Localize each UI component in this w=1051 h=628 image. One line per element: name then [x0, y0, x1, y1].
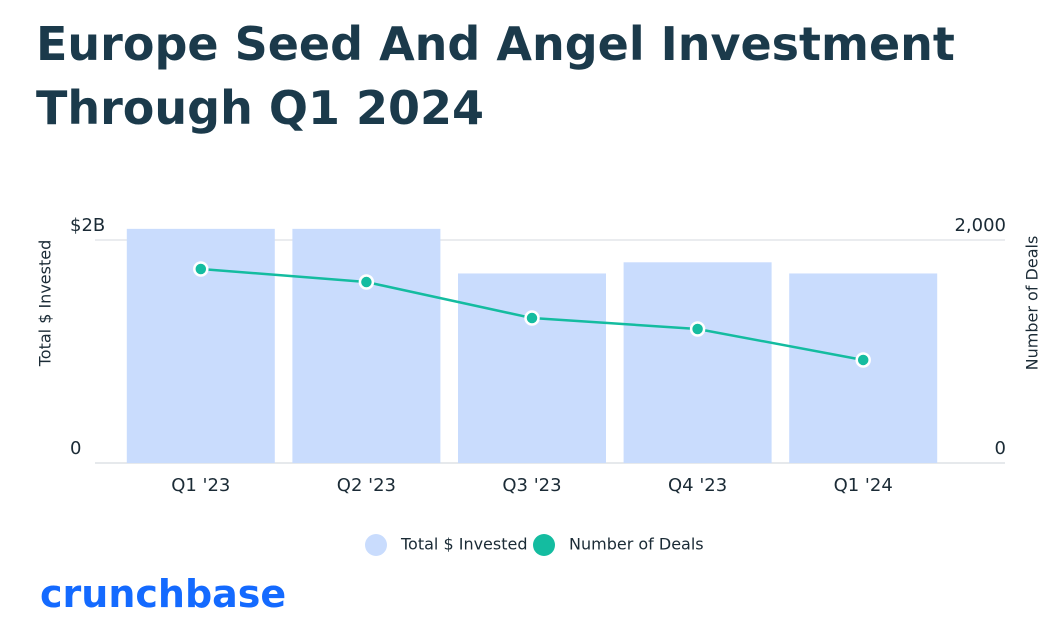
x-tick-label: Q1 '23	[171, 475, 230, 496]
line-point	[855, 352, 871, 368]
logo: crunchbase	[40, 572, 286, 616]
legend-label: Total $ Invested	[400, 535, 528, 554]
x-tick-label: Q2 '23	[337, 475, 396, 496]
y-axis-label: Total $ Invested	[36, 240, 55, 368]
legend-swatch	[365, 534, 387, 556]
legend-label: Number of Deals	[569, 535, 704, 554]
y2-tick-label: 2,000	[954, 215, 1006, 236]
bar	[789, 273, 938, 463]
line-point	[358, 274, 375, 290]
legend-swatch	[533, 534, 555, 556]
y2-axis-label: Number of Deals	[1023, 236, 1042, 371]
x-tick-label: Q4 '23	[668, 475, 727, 496]
y2-tick-label: 0	[995, 438, 1006, 459]
line-point	[689, 321, 706, 337]
x-tick-label: Q1 '24	[834, 475, 893, 496]
bar	[623, 262, 772, 463]
bar	[292, 228, 441, 463]
chart-title: Europe Seed And Angel Investment Through …	[36, 17, 955, 135]
line-point	[524, 310, 540, 326]
y-tick-label: $2B	[70, 215, 105, 236]
x-tick-label: Q3 '23	[502, 475, 561, 496]
y-tick-label: 0	[70, 438, 81, 459]
line-point	[193, 261, 209, 277]
bar	[458, 273, 606, 463]
